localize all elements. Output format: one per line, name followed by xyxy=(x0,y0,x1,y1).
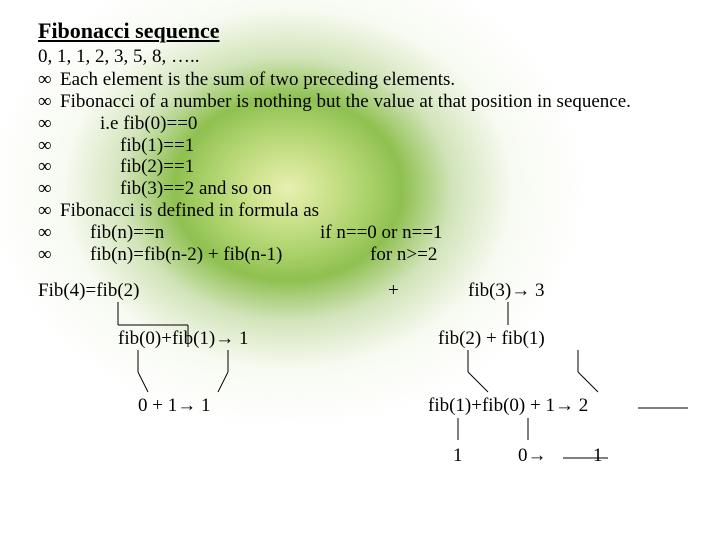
tree-node: 0→ xyxy=(518,445,547,467)
formula-rhs: for n>=2 xyxy=(370,244,696,266)
tree-node: + xyxy=(388,280,399,302)
title: Fibonacci sequence xyxy=(38,18,696,44)
bullet-icon: ∞ xyxy=(38,244,60,266)
tree-node: 0 + 1→ 1 xyxy=(138,395,210,417)
bullet-icon: ∞ xyxy=(38,69,60,91)
formula-line: ∞ fib(n)==n if n==0 or n==1 xyxy=(38,222,696,244)
bullet-line: ∞ Each element is the sum of two precedi… xyxy=(38,69,696,91)
bullet-line: ∞ i.e fib(0)==0 xyxy=(38,113,696,135)
tree-node: 1 xyxy=(593,445,603,467)
bullet-line: ∞ Fibonacci is defined in formula as xyxy=(38,200,696,222)
slide-content: Fibonacci sequence 0, 1, 1, 2, 3, 5, 8, … xyxy=(0,0,720,512)
bullet-line: ∞ fib(3)==2 and so on xyxy=(38,178,696,200)
bullet-icon: ∞ xyxy=(38,91,60,113)
bullet-text: Fibonacci of a number is nothing but the… xyxy=(60,91,696,113)
bullet-text: fib(3)==2 and so on xyxy=(60,178,696,200)
bullet-line: ∞ fib(1)==1 xyxy=(38,135,696,157)
tree-node: fib(1)+fib(0) + 1→ 2 xyxy=(428,395,588,417)
tree-node: fib(3)→ 3 xyxy=(468,280,545,302)
tree-node: fib(2) + fib(1) xyxy=(438,328,545,350)
bullet-icon: ∞ xyxy=(38,178,60,200)
recursion-tree: Fib(4)=fib(2) + fib(3)→ 3 fib(0)+fib(1)→… xyxy=(38,280,696,500)
bullet-line: ∞ Fibonacci of a number is nothing but t… xyxy=(38,91,696,113)
bullet-icon: ∞ xyxy=(38,222,60,244)
bullet-text: fib(2)==1 xyxy=(60,156,696,178)
bullet-line: ∞ fib(2)==1 xyxy=(38,156,696,178)
bullet-text: fib(1)==1 xyxy=(60,135,696,157)
bullet-icon: ∞ xyxy=(38,156,60,178)
formula-rhs: if n==0 or n==1 xyxy=(320,222,696,244)
formula-lhs: fib(n)=fib(n-2) + fib(n-1) xyxy=(60,244,370,266)
bullet-icon: ∞ xyxy=(38,113,60,135)
tree-node: fib(0)+fib(1)→ 1 xyxy=(118,328,249,350)
sequence-line: 0, 1, 1, 2, 3, 5, 8, ….. xyxy=(38,46,696,68)
bullet-text: Fibonacci is defined in formula as xyxy=(60,200,696,222)
formula-lhs: fib(n)==n xyxy=(60,222,320,244)
bullet-icon: ∞ xyxy=(38,135,60,157)
bullet-text: Each element is the sum of two preceding… xyxy=(60,69,696,91)
bullet-icon: ∞ xyxy=(38,200,60,222)
tree-node: Fib(4)=fib(2) xyxy=(38,280,139,302)
formula-line: ∞ fib(n)=fib(n-2) + fib(n-1) for n>=2 xyxy=(38,244,696,266)
tree-node: 1 xyxy=(453,445,463,467)
bullet-text: i.e fib(0)==0 xyxy=(60,113,696,135)
